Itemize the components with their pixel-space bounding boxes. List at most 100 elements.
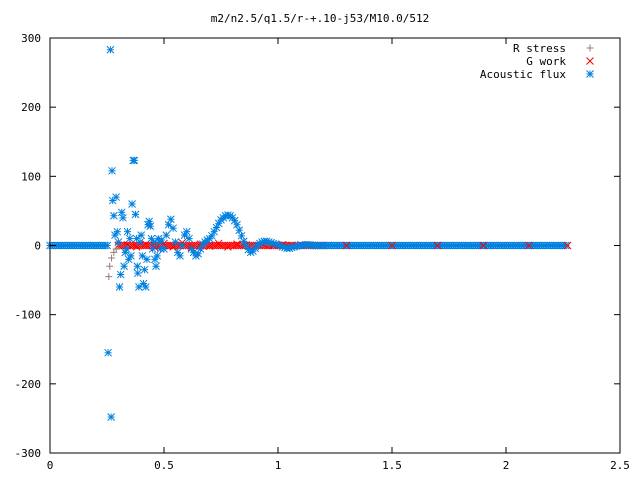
data-point (271, 240, 280, 248)
data-point (203, 236, 212, 244)
data-point (121, 248, 130, 257)
data-point (287, 243, 296, 252)
data-layer (46, 45, 572, 421)
data-point (221, 211, 230, 220)
data-point (143, 255, 151, 264)
y-tick-label: -200 (15, 378, 42, 391)
data-point (292, 242, 301, 251)
y-tick-label: -100 (15, 309, 42, 322)
data-point (262, 237, 271, 246)
chart-title: m2/n2.5/q1.5/r-+.10-j53/M10.0/512 (211, 12, 430, 25)
data-point (160, 245, 168, 253)
data-point (133, 262, 142, 271)
y-tick-label: 100 (21, 170, 41, 183)
data-point (109, 211, 118, 220)
data-point (111, 231, 119, 239)
data-point (208, 231, 216, 240)
data-point (120, 262, 128, 271)
legend-marker-icon (586, 70, 594, 78)
data-point (136, 238, 144, 246)
y-tick-label: 300 (21, 32, 41, 45)
data-point (479, 241, 488, 250)
data-point (149, 238, 158, 246)
data-point (265, 238, 273, 246)
data-point (115, 283, 124, 291)
data-point (144, 220, 152, 229)
data-point (237, 231, 246, 240)
series-acoustic-flux (104, 45, 333, 421)
data-point (563, 241, 572, 250)
data-point (106, 262, 114, 270)
data-point (171, 238, 180, 246)
data-point (147, 234, 156, 243)
data-point (123, 227, 132, 236)
data-point (280, 243, 289, 252)
data-point (189, 248, 198, 257)
data-point (108, 254, 116, 262)
legend-label: Acoustic flux (480, 68, 566, 81)
data-point (166, 215, 175, 224)
x-tick-label: 2 (503, 459, 510, 472)
data-point (157, 236, 166, 244)
data-point (138, 252, 147, 260)
data-point (139, 279, 148, 288)
data-point (290, 243, 298, 251)
data-point (230, 216, 239, 225)
data-point (267, 238, 276, 247)
data-point (246, 248, 255, 257)
data-point (233, 240, 241, 248)
data-point (103, 241, 112, 250)
data-point (117, 208, 126, 217)
data-point (233, 220, 241, 229)
data-point (154, 234, 163, 243)
data-point (151, 255, 159, 264)
data-point (114, 238, 123, 246)
data-point (131, 210, 140, 219)
baseline-band (46, 241, 112, 250)
data-point (113, 227, 122, 236)
legend-label: G work (526, 55, 566, 68)
data-point (524, 241, 533, 250)
data-point (133, 269, 142, 278)
x-tick-label: 0.5 (154, 459, 174, 472)
data-point (214, 219, 223, 228)
baseline-band (324, 241, 570, 250)
data-point (223, 211, 232, 219)
data-point (214, 239, 223, 248)
data-point (104, 348, 112, 357)
data-point (107, 413, 115, 421)
data-point (176, 252, 184, 260)
data-point (433, 241, 442, 250)
x-tick-label: 0 (47, 459, 54, 472)
data-point (135, 283, 143, 291)
axes-layer: 0 0.5 1 1.5 2 2.5 300 200 100 0 -100 -200 -300 (15, 32, 630, 472)
data-point (239, 237, 248, 246)
data-point (122, 245, 131, 253)
data-point (108, 166, 116, 175)
x-tick-label: 1.5 (382, 459, 402, 472)
data-point (276, 241, 285, 250)
data-point (255, 239, 264, 248)
data-point (324, 241, 333, 250)
data-point (128, 200, 136, 208)
data-point (173, 248, 182, 257)
data-point (152, 262, 160, 271)
data-point (180, 231, 189, 239)
data-point (196, 245, 205, 253)
data-point (146, 222, 155, 230)
data-point (132, 243, 141, 251)
y-tick-label: 0 (34, 240, 41, 253)
data-point (127, 252, 135, 260)
data-point (153, 252, 162, 260)
data-point (342, 241, 351, 250)
data-point (140, 265, 149, 274)
data-point (178, 241, 187, 250)
data-point (112, 245, 120, 253)
data-point (194, 249, 203, 258)
data-point (299, 241, 307, 250)
data-point (561, 241, 570, 250)
data-point (164, 220, 173, 229)
data-point (182, 227, 191, 236)
data-point (137, 231, 146, 239)
y-tick-label: 200 (21, 101, 41, 114)
